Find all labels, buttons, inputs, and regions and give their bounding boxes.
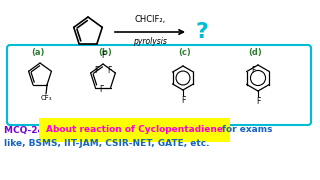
Text: (b): (b) <box>98 48 112 57</box>
Text: (c): (c) <box>179 48 191 57</box>
Text: F: F <box>252 66 256 75</box>
Text: F: F <box>107 66 111 75</box>
Text: pyrolysis: pyrolysis <box>133 37 167 46</box>
Text: F: F <box>99 85 104 94</box>
Text: (d): (d) <box>248 48 262 57</box>
Text: F: F <box>95 66 99 75</box>
Text: F: F <box>101 51 105 60</box>
Text: like, BSMS, IIT-JAM, CSIR-NET, GATE, etc.: like, BSMS, IIT-JAM, CSIR-NET, GATE, etc… <box>4 138 210 147</box>
Text: for exams: for exams <box>222 125 273 134</box>
Text: About reaction of Cyclopentadiene: About reaction of Cyclopentadiene <box>46 125 223 134</box>
Text: CF₃: CF₃ <box>40 95 52 101</box>
Text: F: F <box>256 97 260 106</box>
Text: MCQ-249:: MCQ-249: <box>4 125 57 134</box>
Text: (a): (a) <box>31 48 45 57</box>
Text: CHClF₂,: CHClF₂, <box>134 15 166 24</box>
Text: ?: ? <box>196 22 208 42</box>
FancyBboxPatch shape <box>7 45 311 125</box>
Text: F: F <box>181 96 185 105</box>
